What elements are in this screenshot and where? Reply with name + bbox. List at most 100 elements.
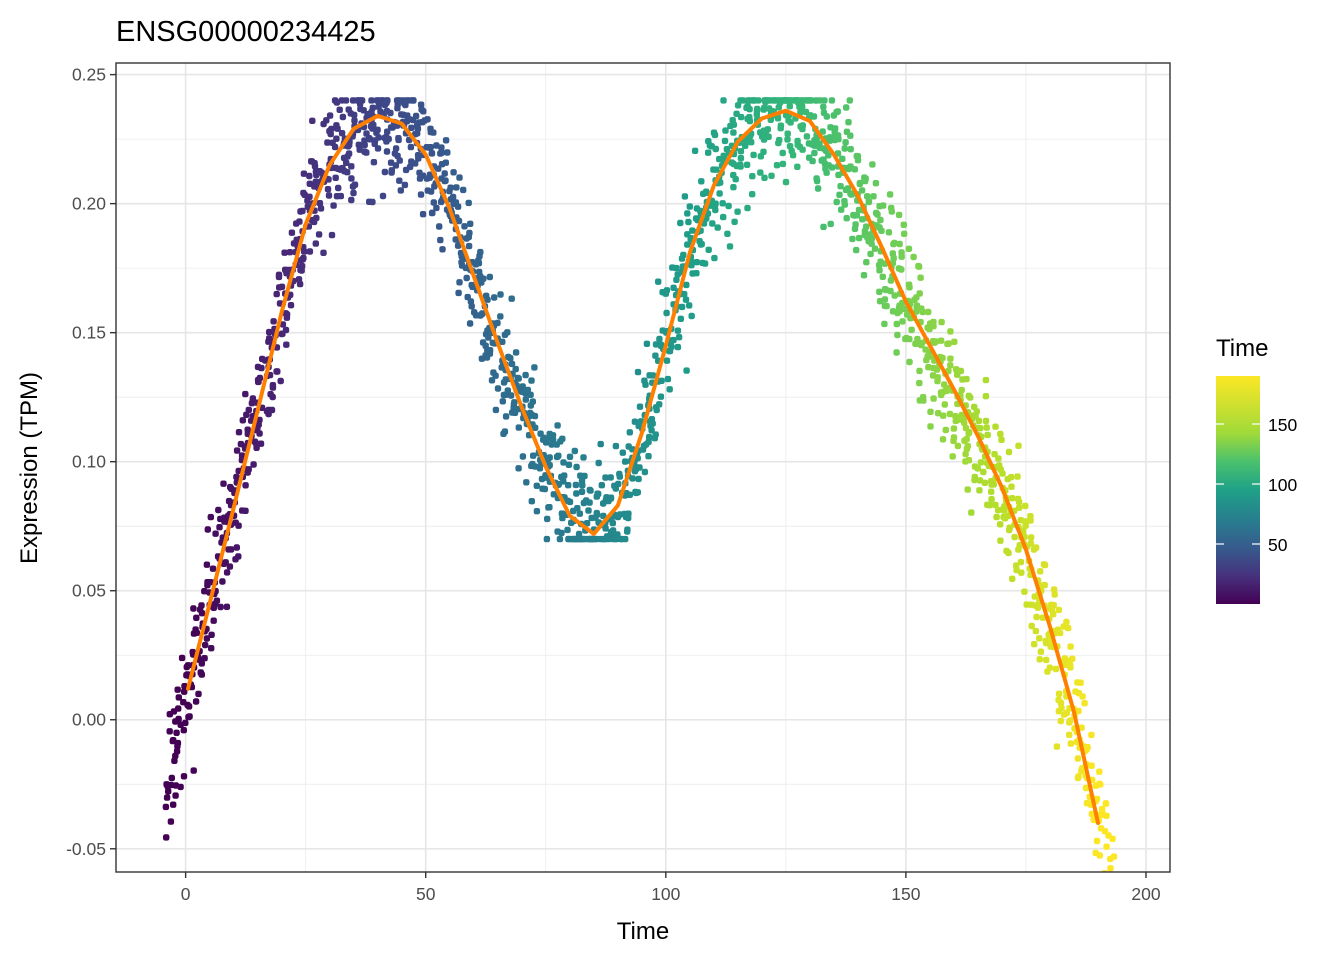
scatter-point xyxy=(973,408,980,415)
scatter-point xyxy=(705,246,712,253)
scatter-point xyxy=(190,605,197,612)
scatter-point xyxy=(328,125,335,133)
y-tick-label: 0.20 xyxy=(72,194,106,214)
x-axis-title: Time xyxy=(617,918,669,945)
scatter-point xyxy=(820,103,827,111)
scatter-point xyxy=(438,144,445,151)
scatter-point xyxy=(560,459,567,466)
scatter-point xyxy=(673,276,680,283)
scatter-point xyxy=(788,147,795,155)
scatter-point xyxy=(853,246,860,254)
scatter-point xyxy=(320,249,327,256)
scatter-point xyxy=(1117,925,1123,931)
scatter-point xyxy=(748,139,755,146)
scatter-point xyxy=(257,440,265,447)
scatter-point xyxy=(330,202,337,209)
scatter-point xyxy=(734,208,741,215)
scatter-point xyxy=(325,192,333,199)
scatter-point xyxy=(988,496,995,503)
scatter-point xyxy=(1034,604,1042,611)
scatter-point xyxy=(433,142,440,149)
scatter-point xyxy=(371,137,379,144)
scatter-point xyxy=(764,126,771,133)
scatter-point xyxy=(429,209,436,216)
scatter-point xyxy=(619,449,626,456)
scatter-point xyxy=(930,323,937,330)
scatter-point xyxy=(435,165,442,172)
scatter-point xyxy=(355,141,362,148)
scatter-point xyxy=(1112,901,1118,907)
scatter-point xyxy=(1063,618,1070,626)
scatter-point xyxy=(342,97,350,104)
scatter-point xyxy=(439,246,446,253)
scatter-point xyxy=(901,305,908,312)
scatter-point xyxy=(995,455,1002,462)
scatter-point xyxy=(1096,852,1103,859)
scatter-point xyxy=(450,169,457,176)
scatter-point xyxy=(656,401,663,408)
y-tick-label: 0.05 xyxy=(72,581,106,601)
scatter-point xyxy=(597,440,604,448)
scatter-point xyxy=(645,453,652,460)
scatter-point xyxy=(681,193,689,200)
scatter-point xyxy=(428,150,436,157)
scatter-point xyxy=(163,794,171,801)
scatter-point xyxy=(820,223,827,231)
scatter-point xyxy=(1032,627,1040,635)
scatter-point xyxy=(846,97,853,104)
scatter-point xyxy=(980,468,987,476)
scatter-point xyxy=(691,147,699,154)
scatter-point xyxy=(1067,643,1074,650)
scatter-point xyxy=(1117,933,1123,939)
scatter-point xyxy=(519,383,526,390)
scatter-point xyxy=(1036,656,1043,663)
scatter-point xyxy=(455,217,463,225)
scatter-point xyxy=(851,225,859,232)
scatter-point xyxy=(350,189,357,197)
scatter-point xyxy=(951,338,958,345)
scatter-point xyxy=(821,97,828,104)
scatter-point xyxy=(925,364,932,371)
scatter-point xyxy=(683,367,690,374)
scatter-point xyxy=(216,524,223,531)
scatter-point xyxy=(1033,613,1040,621)
scatter-point xyxy=(930,395,937,402)
scatter-point xyxy=(455,289,462,297)
scatter-point xyxy=(358,97,365,104)
scatter-point xyxy=(475,260,483,267)
scatter-point xyxy=(957,367,965,375)
scatter-point xyxy=(1110,893,1116,899)
scatter-point xyxy=(373,129,380,136)
scatter-point xyxy=(426,144,433,151)
scatter-point xyxy=(813,175,820,182)
scatter-point xyxy=(896,240,903,248)
scatter-point xyxy=(634,368,642,376)
scatter-point xyxy=(223,569,231,576)
scatter-point xyxy=(639,446,647,453)
scatter-point xyxy=(976,487,983,494)
scatter-point xyxy=(492,406,500,414)
scatter-point xyxy=(1028,622,1035,630)
scatter-point xyxy=(757,169,764,176)
scatter-point xyxy=(532,424,539,431)
scatter-point xyxy=(947,355,954,362)
scatter-point xyxy=(860,272,868,279)
scatter-point xyxy=(982,417,990,425)
scatter-point xyxy=(442,137,450,144)
scatter-point xyxy=(1040,561,1048,568)
scatter-point xyxy=(890,255,897,262)
x-tick-label: 50 xyxy=(416,884,436,904)
scatter-point xyxy=(226,563,234,570)
scatter-point xyxy=(531,364,538,371)
scatter-point xyxy=(898,266,905,273)
scatter-point xyxy=(675,334,683,341)
scatter-point xyxy=(927,408,934,415)
scatter-point xyxy=(408,124,415,131)
smooth-line-layer xyxy=(186,108,1100,825)
scatter-point xyxy=(437,150,444,157)
scatter-point xyxy=(947,362,954,369)
scatter-point xyxy=(825,162,832,169)
scatter-point xyxy=(491,294,498,301)
scatter-point xyxy=(512,365,519,373)
scatter-point xyxy=(784,136,791,143)
